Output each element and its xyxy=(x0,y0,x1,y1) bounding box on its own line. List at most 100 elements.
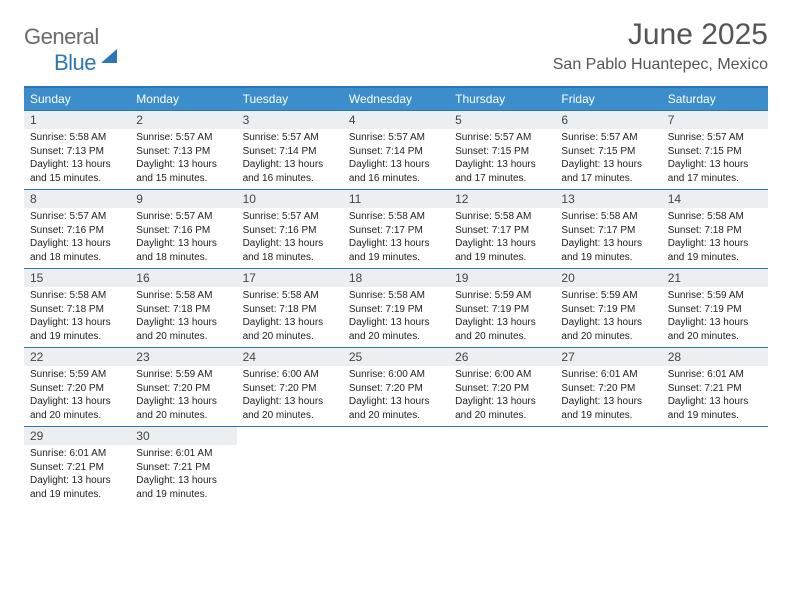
sunset-line: Sunset: 7:17 PM xyxy=(561,224,655,238)
day-header: Monday xyxy=(130,88,236,110)
day-cell: 25Sunrise: 6:00 AMSunset: 7:20 PMDayligh… xyxy=(343,348,449,426)
day-info: Sunrise: 5:58 AMSunset: 7:18 PMDaylight:… xyxy=(662,210,768,264)
day-info: Sunrise: 6:00 AMSunset: 7:20 PMDaylight:… xyxy=(237,368,343,422)
sunrise-line: Sunrise: 5:58 AM xyxy=(561,210,655,224)
daylight-line: Daylight: 13 hours and 20 minutes. xyxy=(243,395,337,422)
sunset-line: Sunset: 7:18 PM xyxy=(668,224,762,238)
logo: General Blue xyxy=(24,18,117,76)
day-number: 11 xyxy=(343,190,449,208)
sunset-line: Sunset: 7:18 PM xyxy=(243,303,337,317)
daylight-line: Daylight: 13 hours and 20 minutes. xyxy=(243,316,337,343)
day-cell: 30Sunrise: 6:01 AMSunset: 7:21 PMDayligh… xyxy=(130,427,236,505)
sunrise-line: Sunrise: 6:00 AM xyxy=(349,368,443,382)
day-cell: 24 Sunrise: 6:00 AMSunset: 7:20 PMDayligh… xyxy=(237,348,343,426)
sunrise-line: Sunrise: 5:57 AM xyxy=(561,131,655,145)
sunrise-line: Sunrise: 5:57 AM xyxy=(136,131,230,145)
sunset-line: Sunset: 7:19 PM xyxy=(561,303,655,317)
sunrise-line: Sunrise: 5:57 AM xyxy=(668,131,762,145)
sunset-line: Sunset: 7:19 PM xyxy=(668,303,762,317)
sunset-line: Sunset: 7:13 PM xyxy=(136,145,230,159)
day-cell xyxy=(237,427,343,505)
day-number: 21 xyxy=(662,269,768,287)
daylight-line: Daylight: 13 hours and 20 minutes. xyxy=(30,395,124,422)
sunset-line: Sunset: 7:16 PM xyxy=(30,224,124,238)
sunset-line: Sunset: 7:17 PM xyxy=(455,224,549,238)
daylight-line: Daylight: 13 hours and 20 minutes. xyxy=(349,316,443,343)
sunrise-line: Sunrise: 5:58 AM xyxy=(30,289,124,303)
day-info: Sunrise: 5:59 AMSunset: 7:20 PMDaylight:… xyxy=(130,368,236,422)
week-row: 1Sunrise: 5:58 AMSunset: 7:13 PMDaylight… xyxy=(24,110,768,189)
day-cell: 9Sunrise: 5:57 AMSunset: 7:16 PMDaylight… xyxy=(130,190,236,268)
day-number: 24 xyxy=(237,348,343,366)
sunset-line: Sunset: 7:19 PM xyxy=(455,303,549,317)
day-number: 25 xyxy=(343,348,449,366)
sunset-line: Sunset: 7:14 PM xyxy=(243,145,337,159)
daylight-line: Daylight: 13 hours and 18 minutes. xyxy=(136,237,230,264)
sunset-line: Sunset: 7:21 PM xyxy=(136,461,230,475)
sunrise-line: Sunrise: 5:57 AM xyxy=(30,210,124,224)
sail-icon xyxy=(101,24,117,63)
day-info: Sunrise: 5:58 AMSunset: 7:18 PMDaylight:… xyxy=(24,289,130,343)
week-row: 22Sunrise: 5:59 AMSunset: 7:20 PMDayligh… xyxy=(24,347,768,426)
week-row: 29 Sunrise: 6:01 AMSunset: 7:21 PMDayligh… xyxy=(24,426,768,505)
day-cell: 4Sunrise: 5:57 AMSunset: 7:14 PMDaylight… xyxy=(343,111,449,189)
day-cell: 16Sunrise: 5:58 AMSunset: 7:18 PMDayligh… xyxy=(130,269,236,347)
daylight-line: Daylight: 13 hours and 15 minutes. xyxy=(136,158,230,185)
day-cell: 1Sunrise: 5:58 AMSunset: 7:13 PMDaylight… xyxy=(24,111,130,189)
sunset-line: Sunset: 7:17 PM xyxy=(349,224,443,238)
daylight-line: Daylight: 13 hours and 20 minutes. xyxy=(136,395,230,422)
sunset-line: Sunset: 7:20 PM xyxy=(136,382,230,396)
daylight-line: Daylight: 13 hours and 20 minutes. xyxy=(136,316,230,343)
day-info: Sunrise: 5:58 AMSunset: 7:18 PMDaylight:… xyxy=(237,289,343,343)
sunset-line: Sunset: 7:20 PM xyxy=(243,382,337,396)
day-header: Friday xyxy=(555,88,661,110)
sunrise-line: Sunrise: 5:57 AM xyxy=(243,131,337,145)
sunset-line: Sunset: 7:20 PM xyxy=(455,382,549,396)
day-info: Sunrise: 5:57 AMSunset: 7:16 PMDaylight:… xyxy=(130,210,236,264)
sunset-line: Sunset: 7:21 PM xyxy=(30,461,124,475)
day-number: 10 xyxy=(237,190,343,208)
sunrise-line: Sunrise: 5:58 AM xyxy=(349,210,443,224)
weeks-container: 1Sunrise: 5:58 AMSunset: 7:13 PMDaylight… xyxy=(24,110,768,505)
sunset-line: Sunset: 7:15 PM xyxy=(668,145,762,159)
sunset-line: Sunset: 7:21 PM xyxy=(668,382,762,396)
day-header: Wednesday xyxy=(343,88,449,110)
daylight-line: Daylight: 13 hours and 19 minutes. xyxy=(349,237,443,264)
day-cell xyxy=(662,427,768,505)
day-cell: 15Sunrise: 5:58 AMSunset: 7:18 PMDayligh… xyxy=(24,269,130,347)
day-number: 26 xyxy=(449,348,555,366)
sunrise-line: Sunrise: 5:59 AM xyxy=(455,289,549,303)
day-info: Sunrise: 5:58 AMSunset: 7:19 PMDaylight:… xyxy=(343,289,449,343)
day-number: 29 xyxy=(24,427,130,445)
day-number: 16 xyxy=(130,269,236,287)
sunset-line: Sunset: 7:14 PM xyxy=(349,145,443,159)
day-cell: 27Sunrise: 6:01 AMSunset: 7:20 PMDayligh… xyxy=(555,348,661,426)
day-number: 23 xyxy=(130,348,236,366)
day-header: Thursday xyxy=(449,88,555,110)
day-number: 28 xyxy=(662,348,768,366)
day-info: Sunrise: 5:57 AMSunset: 7:15 PMDaylight:… xyxy=(662,131,768,185)
day-info: Sunrise: 6:01 AMSunset: 7:21 PMDaylight:… xyxy=(24,447,130,501)
day-info: Sunrise: 5:57 AMSunset: 7:14 PMDaylight:… xyxy=(237,131,343,185)
day-cell: 8Sunrise: 5:57 AMSunset: 7:16 PMDaylight… xyxy=(24,190,130,268)
day-info: Sunrise: 5:57 AMSunset: 7:16 PMDaylight:… xyxy=(24,210,130,264)
sunset-line: Sunset: 7:13 PM xyxy=(30,145,124,159)
sunrise-line: Sunrise: 5:59 AM xyxy=(30,368,124,382)
day-cell: 23 Sunrise: 5:59 AMSunset: 7:20 PMDayligh… xyxy=(130,348,236,426)
sunrise-line: Sunrise: 5:57 AM xyxy=(136,210,230,224)
daylight-line: Daylight: 13 hours and 15 minutes. xyxy=(30,158,124,185)
title-block: June 2025 San Pablo Huantepec, Mexico xyxy=(553,18,768,74)
daylight-line: Daylight: 13 hours and 17 minutes. xyxy=(668,158,762,185)
logo-word-1: General xyxy=(24,24,99,49)
daylight-line: Daylight: 13 hours and 20 minutes. xyxy=(455,395,549,422)
sunrise-line: Sunrise: 6:00 AM xyxy=(455,368,549,382)
sunrise-line: Sunrise: 6:01 AM xyxy=(136,447,230,461)
day-number: 7 xyxy=(662,111,768,129)
sunrise-line: Sunrise: 5:58 AM xyxy=(455,210,549,224)
sunset-line: Sunset: 7:18 PM xyxy=(30,303,124,317)
day-info: Sunrise: 5:59 AMSunset: 7:19 PMDaylight:… xyxy=(555,289,661,343)
day-cell: 20Sunrise: 5:59 AMSunset: 7:19 PMDayligh… xyxy=(555,269,661,347)
day-info: Sunrise: 5:57 AMSunset: 7:14 PMDaylight:… xyxy=(343,131,449,185)
daylight-line: Daylight: 13 hours and 19 minutes. xyxy=(561,395,655,422)
day-number: 2 xyxy=(130,111,236,129)
